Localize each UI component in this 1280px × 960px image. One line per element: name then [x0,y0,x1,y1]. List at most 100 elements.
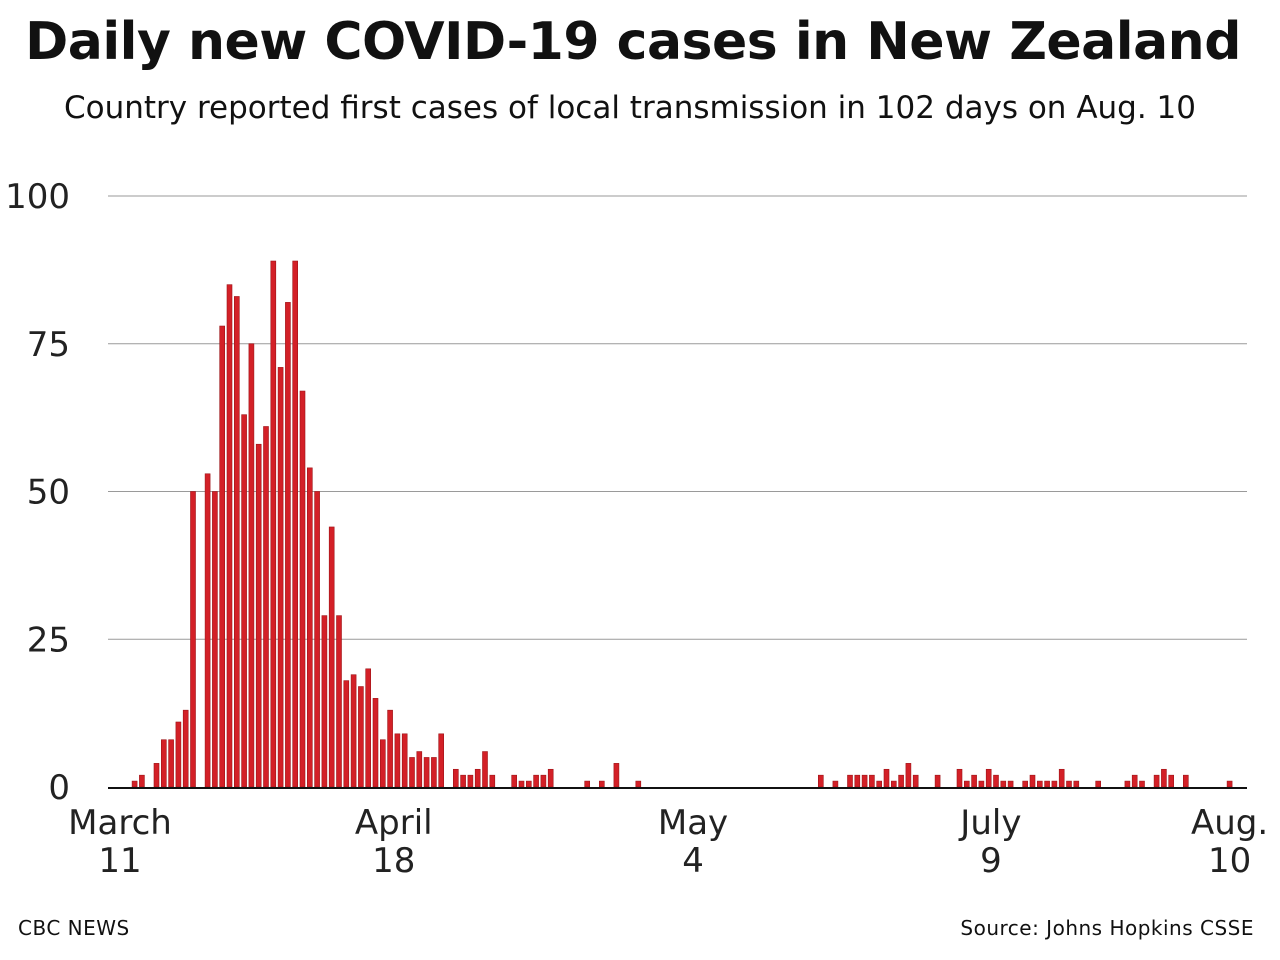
x-tick-label-day: 4 [682,841,704,881]
bar [277,367,284,788]
bar [898,774,904,788]
bar [518,780,525,788]
bar [379,739,386,788]
chart-title: Daily new COVID-19 cases in New Zealand [25,12,1241,72]
bar [1007,780,1014,788]
bar [387,709,393,788]
bar [431,757,437,788]
bar [241,414,247,788]
bar [985,768,992,788]
bar [438,733,445,788]
bar [226,284,233,788]
bar [482,751,488,788]
y-tick-label: 0 [48,768,70,808]
bar [832,780,839,788]
bar [854,774,861,788]
bar [168,739,174,788]
bar [1124,780,1131,788]
bar [934,774,941,788]
bar [1183,774,1189,788]
bar [292,260,299,788]
bar [394,733,401,788]
bar [905,763,912,788]
bar [598,780,605,788]
bar [372,698,379,788]
bar [547,768,554,788]
bar [1153,774,1160,788]
bar [182,709,189,788]
bar [540,774,547,788]
bar [139,774,145,788]
x-tick-label-month: March [68,803,172,843]
bar [175,721,182,788]
bar [584,780,591,788]
bar [1029,774,1036,788]
bar [263,426,269,788]
bar [971,774,977,788]
bar [270,260,277,788]
bar [869,774,875,788]
bar [956,768,963,788]
x-tick-label-day: 18 [372,841,415,881]
bar [314,491,320,788]
bar [219,325,225,788]
bar [1226,780,1233,788]
source-label: Source: Johns Hopkins CSSE [960,916,1254,940]
bar [467,774,474,788]
bar [1139,780,1145,788]
bar [161,739,167,788]
bar [963,780,970,788]
bar [365,668,372,788]
bar [328,526,335,788]
x-tick-label-day: 10 [1208,841,1251,881]
bar [336,615,342,788]
bar [993,774,999,788]
bar [1058,768,1065,788]
bar [883,768,890,788]
bar [234,296,240,788]
x-tick-label-month: Aug. [1191,803,1268,843]
bar [489,774,496,788]
bar [912,774,919,788]
bar [358,686,364,788]
x-tick-label-month: April [355,803,433,843]
bar [511,774,518,788]
bar [409,757,415,788]
bar [204,473,211,788]
credit-label: CBC NEWS [18,916,130,940]
bar [1037,780,1043,788]
bar [255,443,262,788]
y-tick-label: 75 [27,325,70,365]
x-tick-label-day: 11 [98,841,141,881]
bar [1022,780,1029,788]
bar [306,467,313,788]
bar [131,780,138,788]
bar [890,780,897,788]
bar [190,491,196,788]
bar [285,302,291,788]
bar [416,751,423,788]
bar [248,343,255,788]
bar [1168,774,1174,788]
bar [401,733,408,788]
bar [613,763,620,788]
bar [1131,774,1138,788]
x-tick-label-day: 9 [980,841,1002,881]
bar [1073,780,1080,788]
bar [1000,780,1007,788]
bar [1044,780,1050,788]
bar [460,774,466,788]
bar [452,768,459,788]
chart-subtitle: Country reported first cases of local tr… [63,90,1196,126]
bar [525,780,532,788]
bar [876,780,883,788]
y-tick-label: 25 [27,620,70,660]
y-tick-label: 50 [27,473,70,513]
bar [1066,780,1072,788]
bar [350,674,357,788]
bar [474,768,481,788]
bar [1095,780,1101,788]
x-tick-label-month: May [658,803,728,843]
bar [861,774,868,788]
